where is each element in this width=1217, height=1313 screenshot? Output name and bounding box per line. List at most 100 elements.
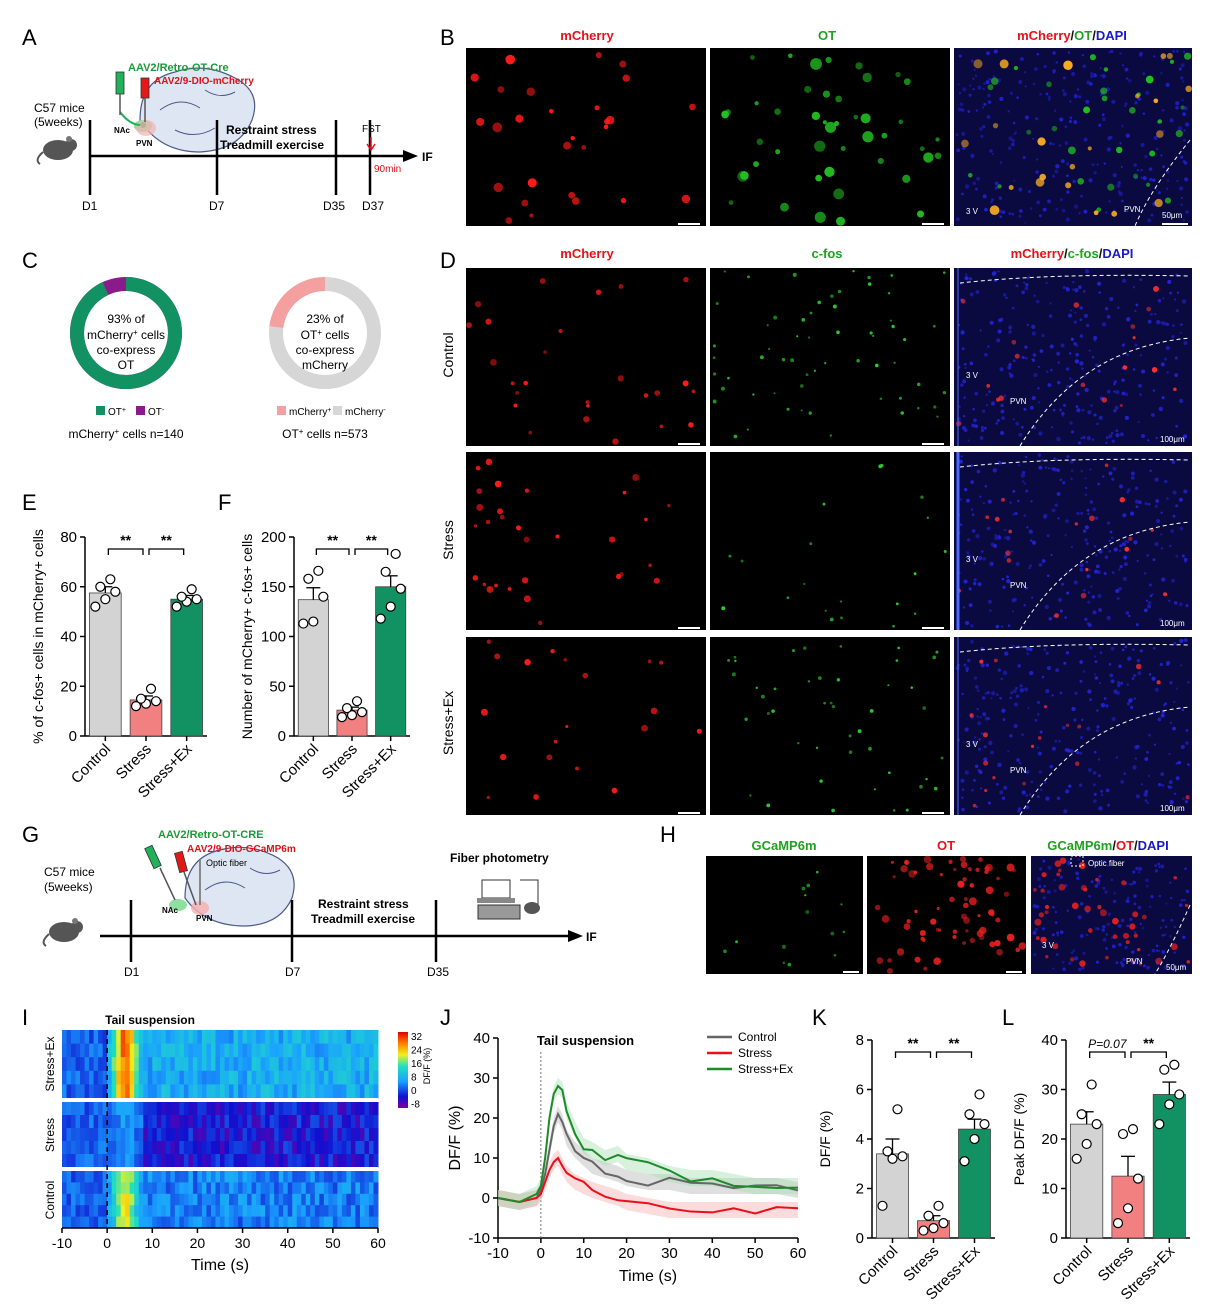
heatmap-cell: [296, 1182, 302, 1195]
nucleus-dot: [987, 345, 990, 348]
nucleus-dot: [1082, 435, 1086, 440]
cell-dot: [800, 409, 803, 412]
nucleus-dot: [1108, 662, 1112, 666]
cell-dot: [952, 934, 957, 940]
cell-dot: [836, 678, 841, 682]
cell-dot: [516, 525, 521, 531]
heatmap-cell: [332, 1154, 338, 1168]
heatmap-cell: [346, 1205, 352, 1218]
nucleus-dot: [1158, 865, 1161, 869]
nucleus-dot: [1119, 961, 1123, 965]
panel-g-nac: NAc: [162, 906, 179, 915]
heatmap-cell: [305, 1141, 311, 1155]
cell-dot: [886, 967, 893, 975]
heatmap-cell: [71, 1084, 77, 1099]
heatmap-cell: [287, 1115, 293, 1129]
heatmap-cell: [174, 1182, 180, 1195]
nucleus-dot: [1019, 688, 1025, 693]
panel-d-scale: 100μm: [1160, 804, 1185, 813]
heatmap-cell: [256, 1182, 262, 1195]
nucleus-dot: [1184, 177, 1189, 182]
series-line: [497, 1156, 799, 1215]
heatmap-cell: [84, 1182, 90, 1195]
heatmap-cell: [359, 1216, 365, 1229]
heatmap-cell: [206, 1182, 212, 1195]
nucleus-dot: [1115, 691, 1120, 695]
cell-dot: [507, 587, 512, 591]
heatmap-cell: [278, 1193, 284, 1206]
colorbar-tick-label: 8: [411, 1073, 417, 1084]
nucleus-dot: [1002, 585, 1006, 589]
heatmap-cell: [323, 1115, 329, 1129]
cell-dot: [515, 390, 520, 395]
nucleus-dot: [1087, 600, 1091, 604]
nucleus-dot: [1098, 806, 1103, 811]
nucleus-dot: [1008, 136, 1013, 141]
heatmap-cell: [328, 1057, 334, 1072]
data-point: [191, 594, 202, 605]
heatmap-cell: [188, 1043, 194, 1058]
heatmap-cell: [359, 1115, 365, 1129]
nucleus-dot: [1065, 789, 1070, 794]
heatmap-cell: [229, 1182, 235, 1195]
nucleus-dot: [1126, 317, 1131, 322]
nucleus-dot: [1156, 320, 1161, 325]
panel-g-treatment2: Treadmill exercise: [311, 912, 415, 926]
heatmap-cell: [192, 1141, 198, 1155]
nucleus-dot: [1107, 803, 1111, 807]
heatmap-cell: [296, 1171, 302, 1183]
heatmap-cell: [364, 1128, 370, 1142]
nucleus-dot: [1146, 553, 1150, 557]
nucleus-dot: [1185, 889, 1190, 894]
nucleus-dot: [1084, 477, 1087, 480]
cell-dot: [896, 948, 905, 956]
heatmap-cell: [233, 1030, 239, 1045]
heatmap-cell: [260, 1070, 266, 1085]
heatmap-cell: [355, 1102, 361, 1116]
cell-dot: [1065, 182, 1072, 189]
nucleus-dot: [1017, 807, 1022, 811]
panel-d-image-merge: [954, 637, 1192, 815]
nucleus-dot: [1028, 564, 1033, 568]
heatmap-cell: [242, 1102, 248, 1116]
heatmap-cell: [183, 1216, 189, 1229]
nucleus-dot: [997, 534, 1001, 538]
data-point: [105, 574, 116, 585]
heatmap-cell: [170, 1141, 176, 1155]
heatmap-cell: [192, 1193, 198, 1206]
significance-label: **: [1143, 1035, 1154, 1051]
heatmap-cell: [125, 1141, 131, 1155]
nucleus-dot: [1173, 642, 1177, 645]
cell-dot: [594, 105, 600, 111]
nucleus-dot: [1060, 159, 1065, 163]
heatmap-cell: [220, 1102, 226, 1116]
panel-b-3v: 3 V: [966, 207, 979, 216]
cell-dot: [691, 389, 696, 394]
data-point: [1122, 1203, 1134, 1214]
nucleus-dot: [1111, 477, 1115, 481]
nucleus-dot: [1115, 429, 1119, 433]
nucleus-dot: [986, 114, 991, 119]
nucleus-dot: [1169, 799, 1174, 805]
heatmap-cell: [84, 1193, 90, 1206]
heatmap-cell: [129, 1084, 135, 1099]
nucleus-dot: [1047, 199, 1051, 204]
panel-c-donuts: 93% of mCherry+ cells co-express OT 23% …: [68, 277, 386, 441]
heatmap-cell: [220, 1115, 226, 1129]
nucleus-dot: [955, 133, 959, 137]
heatmap-cell: [256, 1205, 262, 1218]
heatmap-cell: [346, 1216, 352, 1229]
nucleus-dot: [1140, 783, 1143, 786]
heatmap-cell: [170, 1043, 176, 1058]
nucleus-dot: [1023, 407, 1027, 411]
nucleus-dot: [1010, 691, 1014, 695]
cell-dot: [903, 78, 911, 86]
heatmap-cell: [260, 1182, 266, 1195]
panel-d-image-merge: [954, 268, 1192, 446]
nucleus-dot: [962, 379, 967, 384]
heatmap-cell: [62, 1070, 68, 1085]
nucleus-dot: [984, 426, 987, 430]
nucleus-dot: [1180, 323, 1183, 326]
nucleus-dot: [1165, 82, 1170, 88]
nucleus-dot: [1073, 718, 1077, 722]
